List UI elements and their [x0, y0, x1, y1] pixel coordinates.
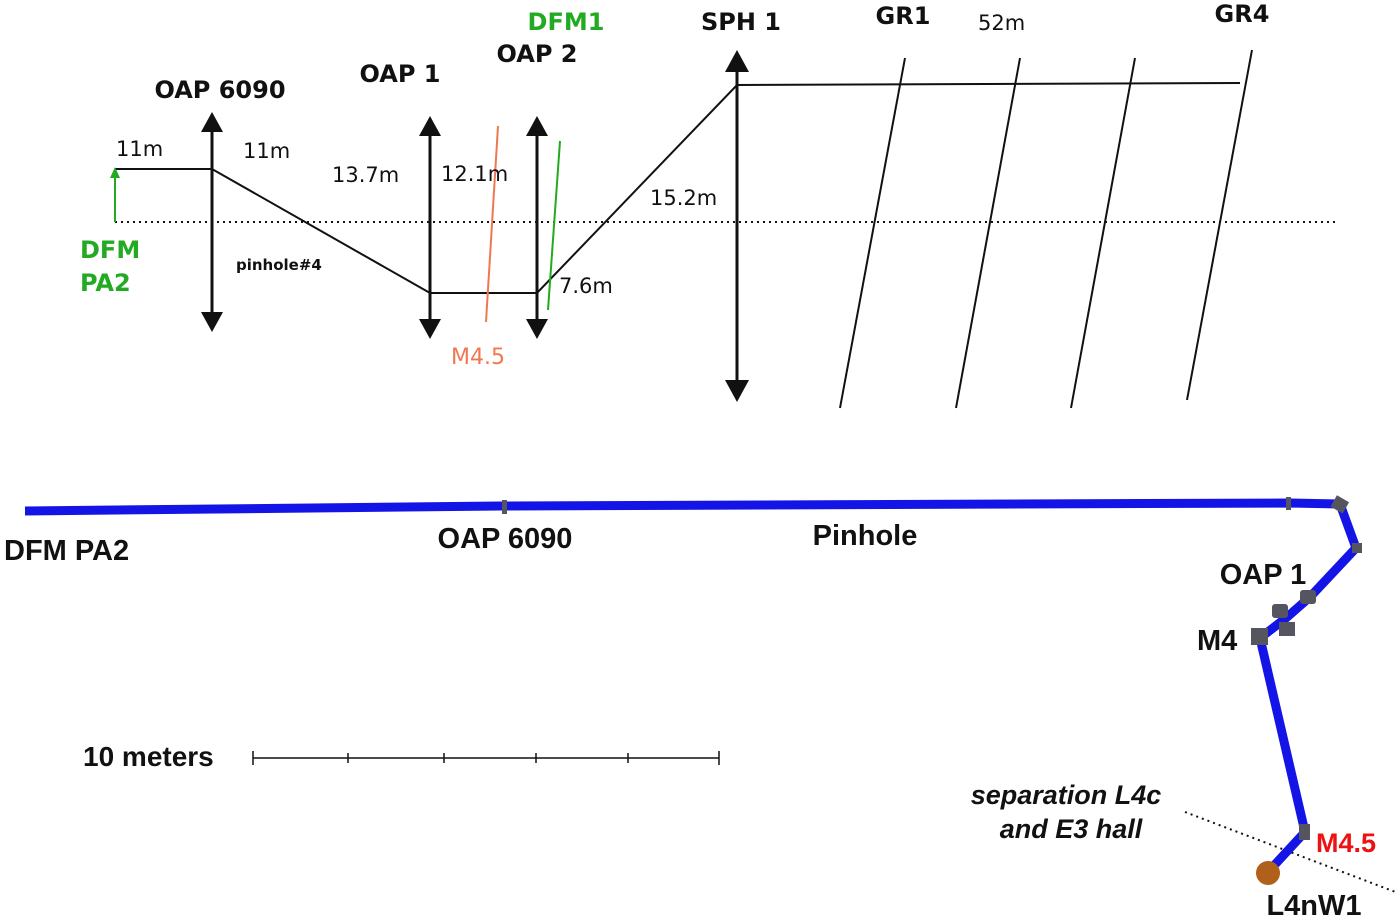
m45-mirror — [485, 125, 499, 323]
label-gr4: GR4 — [1215, 0, 1270, 28]
mount-m4 — [1251, 628, 1268, 645]
grating-4 — [1186, 49, 1253, 401]
separation-line — [1184, 811, 1399, 894]
distance-7: 52m — [978, 11, 1025, 35]
mount-m45 — [1299, 824, 1310, 840]
oap6090-lens — [201, 112, 223, 332]
mount-oap1 — [1300, 590, 1316, 604]
oap2-lens — [526, 116, 548, 339]
map-label-separation-1: separation L4c — [971, 780, 1162, 810]
beam-line-main — [24, 498, 1361, 876]
map-label-separation-2: and E3 hall — [1000, 814, 1143, 844]
map-label-m4: M4 — [1197, 625, 1237, 657]
mount-corner-1 — [1330, 495, 1350, 514]
sph1-lens — [725, 50, 749, 402]
label-m45-orange: M4.5 — [451, 345, 505, 370]
distance-1: 11m — [116, 137, 163, 161]
map-label-oap1: OAP 1 — [1220, 559, 1307, 591]
mount-pinhole — [1286, 497, 1291, 510]
distance-2: 11m — [243, 139, 290, 163]
distance-6: 7.6m — [559, 274, 613, 298]
label-dfm-pa2-1: DFM — [80, 236, 140, 264]
map-label-l4nw1: L4nW1 — [1266, 890, 1361, 922]
distance-5: 15.2m — [650, 186, 717, 210]
layout-map: DFM PA2 OAP 6090 Pinhole OAP 1 M4 M4.5 L… — [4, 495, 1399, 922]
label-sph1: SPH 1 — [701, 8, 781, 36]
beam-path — [115, 82, 1241, 294]
scale-bar: 10 meters — [83, 741, 720, 772]
map-label-pinhole: Pinhole — [813, 520, 918, 552]
mount-oap1-c — [1279, 622, 1295, 636]
optical-schematic: OAP 6090 OAP 1 OAP 2 DFM1 SPH 1 GR1 GR4 … — [80, 0, 1338, 409]
mount-oap1-b — [1272, 604, 1288, 618]
label-dfm1: DFM1 — [528, 8, 605, 36]
mount-corner-2 — [1352, 543, 1362, 553]
label-dfm-pa2-2: PA2 — [80, 269, 131, 297]
l4nw1-source — [1256, 861, 1280, 885]
dfm1-mirror — [547, 140, 561, 311]
label-pinhole4: pinhole#4 — [236, 256, 322, 274]
map-label-m45: M4.5 — [1316, 828, 1376, 858]
map-label-dfm-pa2: DFM PA2 — [4, 535, 129, 567]
oap1-lens — [419, 116, 441, 339]
grating-3 — [1070, 57, 1136, 409]
label-oap6090: OAP 6090 — [154, 76, 285, 104]
label-oap2: OAP 2 — [497, 40, 578, 68]
gratings — [839, 49, 1253, 409]
distance-4: 12.1m — [441, 162, 508, 186]
scale-bar-label: 10 meters — [83, 741, 214, 772]
dfm-pa2-arrowhead — [110, 167, 120, 178]
mount-oap6090 — [502, 500, 507, 514]
grating-1 — [839, 57, 906, 409]
grating-2 — [955, 57, 1021, 409]
distance-3: 13.7m — [332, 163, 399, 187]
label-gr1: GR1 — [876, 2, 931, 30]
map-label-oap6090: OAP 6090 — [438, 523, 573, 555]
label-oap1: OAP 1 — [360, 60, 441, 88]
